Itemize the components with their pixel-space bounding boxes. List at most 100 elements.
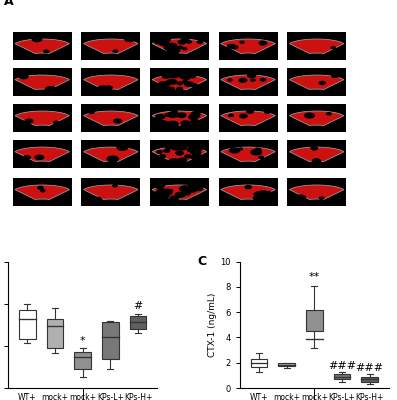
Circle shape bbox=[167, 46, 176, 51]
Circle shape bbox=[176, 73, 182, 76]
Circle shape bbox=[165, 145, 172, 149]
Circle shape bbox=[32, 37, 42, 42]
FancyBboxPatch shape bbox=[81, 178, 141, 206]
FancyBboxPatch shape bbox=[287, 104, 346, 132]
Circle shape bbox=[170, 196, 178, 200]
Bar bbox=[130, 316, 146, 329]
Circle shape bbox=[159, 189, 169, 194]
Circle shape bbox=[185, 192, 190, 195]
Circle shape bbox=[165, 51, 171, 54]
Circle shape bbox=[296, 195, 305, 200]
FancyBboxPatch shape bbox=[218, 178, 278, 206]
Circle shape bbox=[168, 112, 177, 117]
Polygon shape bbox=[221, 185, 275, 200]
Circle shape bbox=[251, 150, 262, 155]
Polygon shape bbox=[15, 185, 69, 200]
Circle shape bbox=[191, 76, 195, 78]
Bar bbox=[251, 359, 267, 366]
Circle shape bbox=[168, 190, 173, 192]
Text: ###: ### bbox=[356, 362, 384, 372]
Circle shape bbox=[181, 121, 190, 125]
FancyBboxPatch shape bbox=[150, 68, 209, 96]
Bar bbox=[74, 352, 91, 370]
Circle shape bbox=[177, 88, 183, 90]
FancyBboxPatch shape bbox=[81, 32, 141, 60]
Polygon shape bbox=[289, 147, 344, 162]
Text: C: C bbox=[198, 255, 207, 268]
Circle shape bbox=[160, 37, 170, 42]
Circle shape bbox=[183, 48, 187, 50]
Polygon shape bbox=[84, 147, 138, 162]
Circle shape bbox=[177, 113, 186, 118]
Circle shape bbox=[259, 156, 264, 159]
Circle shape bbox=[196, 158, 204, 162]
Circle shape bbox=[166, 87, 175, 91]
Circle shape bbox=[255, 148, 261, 151]
Circle shape bbox=[117, 145, 128, 150]
Circle shape bbox=[260, 78, 266, 81]
Circle shape bbox=[163, 122, 174, 127]
Circle shape bbox=[170, 48, 177, 52]
Circle shape bbox=[192, 156, 197, 158]
FancyBboxPatch shape bbox=[13, 178, 72, 206]
Circle shape bbox=[168, 112, 178, 117]
Polygon shape bbox=[152, 147, 207, 162]
Circle shape bbox=[157, 121, 168, 126]
Circle shape bbox=[191, 120, 200, 124]
Circle shape bbox=[181, 192, 187, 195]
Circle shape bbox=[228, 79, 232, 81]
Polygon shape bbox=[289, 111, 344, 126]
Circle shape bbox=[228, 123, 232, 125]
Circle shape bbox=[247, 110, 253, 113]
Text: *: * bbox=[80, 336, 85, 346]
FancyBboxPatch shape bbox=[13, 32, 72, 60]
Circle shape bbox=[162, 40, 167, 43]
Circle shape bbox=[160, 84, 167, 88]
Circle shape bbox=[165, 189, 170, 191]
FancyBboxPatch shape bbox=[150, 104, 209, 132]
Circle shape bbox=[175, 192, 185, 197]
Circle shape bbox=[184, 77, 189, 80]
FancyBboxPatch shape bbox=[13, 104, 72, 132]
FancyBboxPatch shape bbox=[218, 68, 278, 96]
Polygon shape bbox=[15, 147, 69, 162]
Circle shape bbox=[229, 148, 239, 153]
Circle shape bbox=[107, 156, 118, 162]
FancyBboxPatch shape bbox=[81, 140, 141, 168]
Circle shape bbox=[89, 110, 94, 113]
Circle shape bbox=[170, 47, 180, 52]
Circle shape bbox=[171, 144, 182, 150]
Circle shape bbox=[157, 151, 162, 153]
Circle shape bbox=[240, 114, 247, 118]
Polygon shape bbox=[15, 75, 69, 90]
Circle shape bbox=[44, 50, 49, 52]
Circle shape bbox=[331, 51, 337, 54]
Circle shape bbox=[169, 159, 179, 164]
Circle shape bbox=[41, 190, 45, 192]
Circle shape bbox=[193, 145, 203, 150]
Polygon shape bbox=[84, 111, 138, 126]
Circle shape bbox=[304, 113, 314, 118]
Circle shape bbox=[125, 36, 135, 42]
Circle shape bbox=[229, 114, 233, 116]
FancyBboxPatch shape bbox=[150, 32, 209, 60]
Circle shape bbox=[265, 192, 272, 195]
Circle shape bbox=[187, 188, 197, 192]
Circle shape bbox=[191, 112, 200, 116]
Bar bbox=[306, 310, 323, 331]
Circle shape bbox=[327, 113, 331, 115]
Polygon shape bbox=[221, 75, 275, 90]
Circle shape bbox=[158, 82, 169, 87]
Circle shape bbox=[312, 159, 320, 163]
Circle shape bbox=[19, 74, 28, 79]
Polygon shape bbox=[84, 185, 138, 200]
Circle shape bbox=[185, 155, 191, 158]
Circle shape bbox=[154, 182, 165, 188]
Bar bbox=[102, 322, 119, 358]
Bar bbox=[334, 374, 350, 379]
Circle shape bbox=[166, 81, 172, 84]
Polygon shape bbox=[84, 75, 138, 90]
FancyBboxPatch shape bbox=[81, 104, 141, 132]
Circle shape bbox=[251, 79, 255, 81]
Polygon shape bbox=[15, 39, 69, 54]
